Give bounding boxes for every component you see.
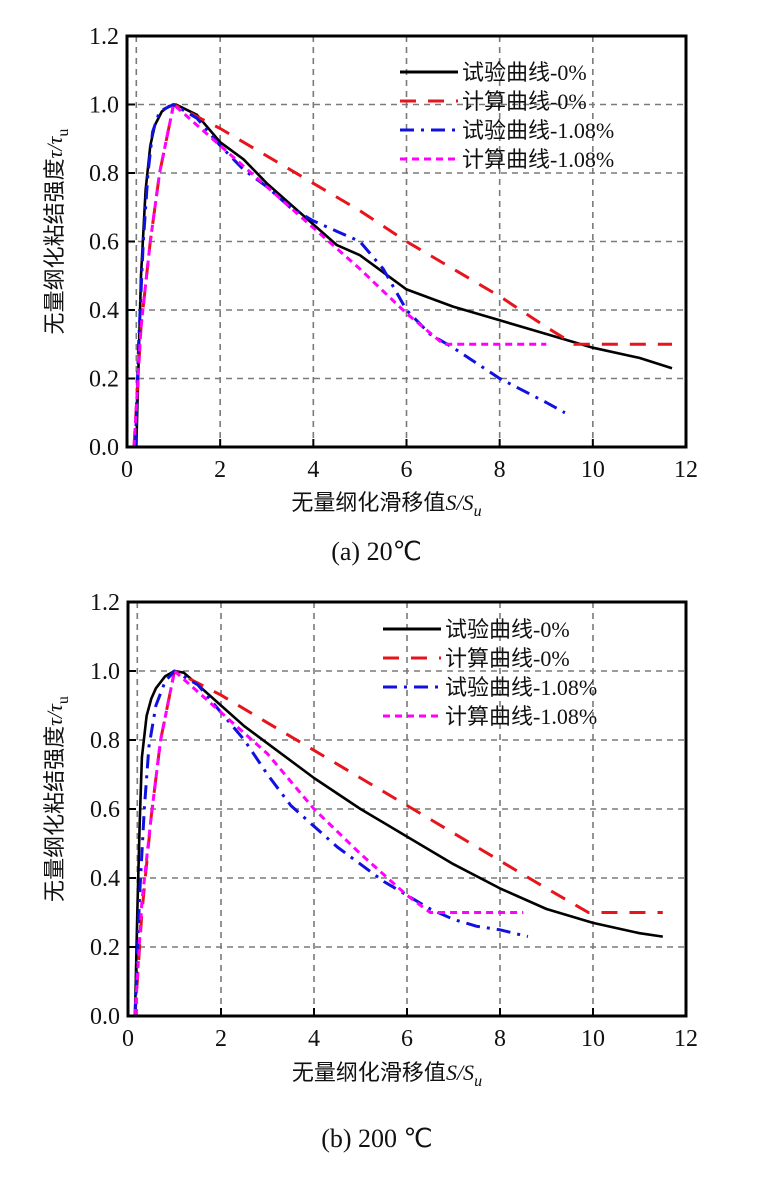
y-tick-label: 0.8 xyxy=(89,161,119,187)
x-tick-label: 0 xyxy=(121,457,133,483)
y-tick-label: 0.6 xyxy=(89,230,119,256)
y-tick-label: 1.0 xyxy=(89,93,119,119)
y-axis-title-a: 无量纲化粘结强度τ/τu xyxy=(42,129,72,335)
x-tick-label: 10 xyxy=(581,457,605,483)
y-axis-title-sub: u xyxy=(55,696,72,704)
series-group-b xyxy=(133,669,663,1017)
x-tick-label: 4 xyxy=(308,1026,320,1052)
y-tick-label: 0.2 xyxy=(90,935,120,961)
x-tick-label: 10 xyxy=(581,1026,605,1052)
legend-label-2: 试验曲线-1.08% xyxy=(445,675,597,700)
legend-label-0: 试验曲线-0% xyxy=(445,617,570,642)
x-tick-label: 0 xyxy=(122,1026,134,1052)
x-tick-label: 12 xyxy=(674,457,698,483)
series-line-3 xyxy=(132,103,547,448)
legend-label-2: 试验曲线-1.08% xyxy=(462,118,614,143)
series-line-1 xyxy=(132,103,672,448)
grid-b xyxy=(128,602,686,1016)
y-tick-label: 1.0 xyxy=(90,659,120,685)
y-tick-labels-a: 0.0 0.2 0.4 0.6 0.8 1.0 1.2 xyxy=(89,24,119,461)
series-line-2 xyxy=(133,669,529,1017)
y-tick-label: 0.8 xyxy=(90,728,120,754)
x-tick-labels-b: 0 2 4 6 8 10 12 xyxy=(122,1026,698,1052)
x-axis-title-var: S/S xyxy=(446,1060,474,1085)
series-line-3 xyxy=(133,669,524,1017)
legend-a: 试验曲线-0% 计算曲线-0% 试验曲线-1.08% 计算曲线-1.08% xyxy=(400,60,614,172)
legend-label-1: 计算曲线-0% xyxy=(445,646,570,671)
y-axis-title-b: 无量纲化粘结强度τ/τu xyxy=(42,696,72,902)
y-axis-title-sub: u xyxy=(55,129,72,137)
y-tick-labels-b: 0.0 0.2 0.4 0.6 0.8 1.0 1.2 xyxy=(90,590,120,1030)
x-axis-title-cn: 无量纲化滑移值 xyxy=(291,490,445,515)
y-tick-label: 0.0 xyxy=(89,435,119,461)
x-tick-label: 6 xyxy=(401,457,413,483)
chart-panel-a: 0 2 4 6 8 10 12 0.0 0.2 0.4 0.6 0.8 1.0 1.2 试验曲线-0% 计… xyxy=(42,24,698,566)
x-tick-label: 8 xyxy=(494,457,506,483)
legend-label-3: 计算曲线-1.08% xyxy=(445,704,597,729)
y-axis-title-var: τ/τ xyxy=(42,135,67,158)
series-line-1 xyxy=(133,669,663,1017)
y-tick-label: 1.2 xyxy=(90,590,120,616)
caption-b: (b) 200 ℃ xyxy=(321,1124,433,1153)
series-group-a xyxy=(132,103,673,448)
y-axis-title-cn: 无量纲化粘结强度 xyxy=(42,726,67,902)
chart-panel-b: 0 2 4 6 8 10 12 0.0 0.2 0.4 0.6 0.8 1.0 1.2 试验曲线-0% 计… xyxy=(42,590,698,1153)
grid-a xyxy=(127,36,686,447)
y-tick-label: 0.0 xyxy=(90,1004,120,1030)
legend-label-0: 试验曲线-0% xyxy=(462,60,587,85)
x-axis-title-sub: u xyxy=(474,1073,482,1090)
x-tick-label: 2 xyxy=(214,457,226,483)
y-tick-label: 0.2 xyxy=(89,367,119,393)
series-line-0 xyxy=(135,103,673,448)
x-tick-label: 2 xyxy=(215,1026,227,1052)
x-axis-title-var: S/S xyxy=(445,490,473,515)
series-line-0 xyxy=(133,669,663,1017)
x-tick-label: 8 xyxy=(494,1026,506,1052)
x-axis-title-a: 无量纲化滑移值S/Su xyxy=(291,490,481,520)
y-axis-title-cn: 无量纲化粘结强度 xyxy=(42,158,67,334)
y-tick-label: 0.4 xyxy=(89,298,119,324)
ticks-a xyxy=(126,35,687,448)
y-tick-label: 0.4 xyxy=(90,866,120,892)
x-axis-title-sub: u xyxy=(474,503,482,520)
y-tick-label: 0.6 xyxy=(90,797,120,823)
y-axis-title-var: τ/τ xyxy=(42,703,67,726)
legend-b: 试验曲线-0% 计算曲线-0% 试验曲线-1.08% 计算曲线-1.08% xyxy=(383,617,597,729)
x-tick-label: 12 xyxy=(674,1026,698,1052)
caption-a: (a) 20℃ xyxy=(331,537,422,566)
x-axis-title-b: 无量纲化滑移值S/Su xyxy=(292,1060,482,1090)
ticks-b xyxy=(127,601,687,1017)
x-tick-labels-a: 0 2 4 6 8 10 12 xyxy=(121,457,698,483)
y-tick-label: 1.2 xyxy=(89,24,119,50)
x-tick-label: 4 xyxy=(307,457,319,483)
legend-label-3: 计算曲线-1.08% xyxy=(462,147,614,172)
legend-label-1: 计算曲线-0% xyxy=(462,89,587,114)
x-tick-label: 6 xyxy=(401,1026,413,1052)
x-axis-title-cn: 无量纲化滑移值 xyxy=(292,1060,446,1085)
